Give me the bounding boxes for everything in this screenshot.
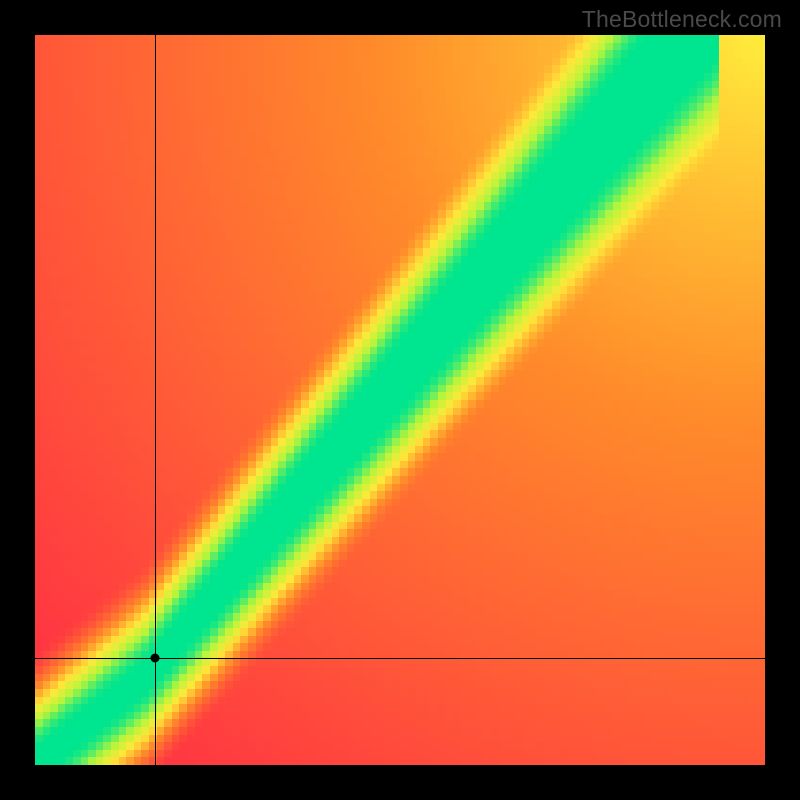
chart-container: TheBottleneck.com xyxy=(0,0,800,800)
marker-point xyxy=(151,653,160,662)
plot-area xyxy=(35,35,765,765)
heatmap-canvas xyxy=(35,35,765,765)
watermark-text: TheBottleneck.com xyxy=(582,6,782,33)
crosshair-horizontal xyxy=(35,658,765,659)
